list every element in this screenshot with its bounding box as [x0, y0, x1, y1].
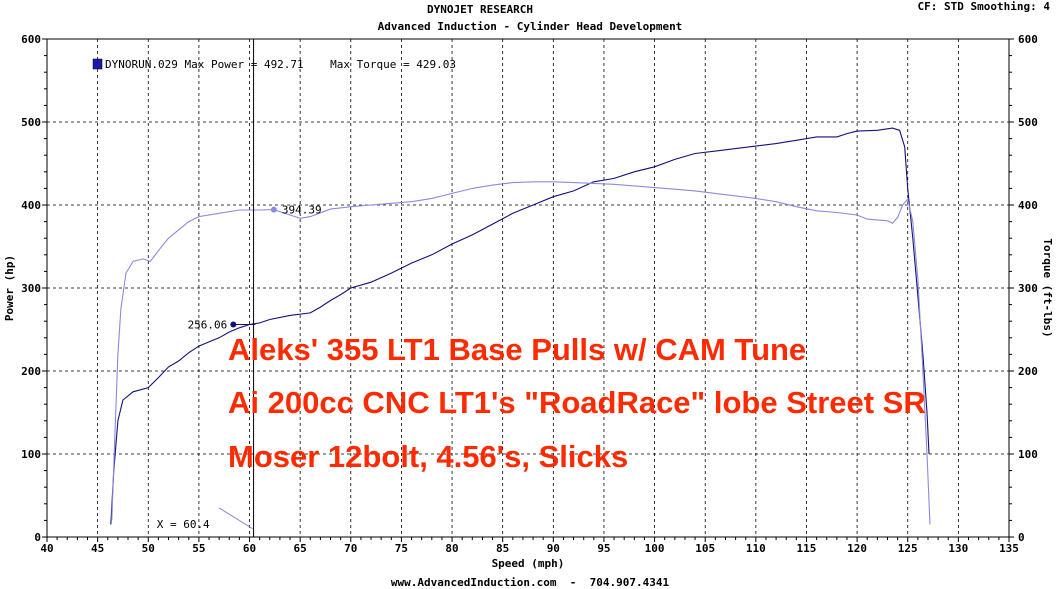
axis-ticks: 40 45 50 55 60 65 70 75 80 85 90 95 100 105 110 115 120 1… — [21, 33, 1038, 555]
y-tick-label-left: 400 — [21, 199, 41, 212]
overlay-line-3: Moser 12bolt, 4.56's, Slicks — [228, 439, 628, 474]
x-tick-label: 60 — [243, 542, 256, 555]
torque-curve — [111, 181, 931, 525]
legend-swatch — [92, 58, 103, 70]
y-axis-label-right: Torque (ft-lbs) — [1041, 238, 1054, 337]
y-tick-label-right: 500 — [1018, 116, 1038, 129]
y-tick-label-right: 0 — [1018, 531, 1025, 544]
power-marker-label: 256.06 — [188, 318, 228, 331]
chart-title: DYNOJET RESEARCH — [427, 3, 533, 16]
y-tick-label-right: 300 — [1018, 282, 1038, 295]
x-axis-label: Speed (mph) — [492, 557, 565, 570]
overlay-line-1: Aleks' 355 LT1 Base Pulls w/ CAM Tune — [228, 332, 806, 367]
y-axis-label-left: Power (hp) — [3, 255, 16, 321]
x-tick-label: 90 — [547, 542, 560, 555]
x-tick-label: 50 — [142, 542, 155, 555]
y-tick-label-left: 500 — [21, 116, 41, 129]
x-tick-label: 75 — [395, 542, 408, 555]
y-tick-label-left: 100 — [21, 448, 41, 461]
x-tick-label: 80 — [445, 542, 458, 555]
x-tick-label: 70 — [344, 542, 357, 555]
chart-subtitle: Advanced Induction - Cylinder Head Devel… — [378, 20, 683, 33]
cf-smoothing-label: CF: STD Smoothing: 4 — [918, 0, 1051, 13]
grid-lines — [47, 39, 1009, 537]
x-tick-label: 125 — [898, 542, 918, 555]
x-tick-label: 135 — [999, 542, 1019, 555]
torque-marker — [270, 206, 277, 213]
x-tick-label: 115 — [797, 542, 817, 555]
cursor-label: X = 60.4 — [157, 518, 210, 531]
x-tick-label: 65 — [294, 542, 307, 555]
x-tick-label: 120 — [847, 542, 867, 555]
y-tick-label-right: 400 — [1018, 199, 1038, 212]
y-tick-label-right: 200 — [1018, 365, 1038, 378]
power-marker — [230, 321, 237, 328]
x-tick-label: 110 — [746, 542, 766, 555]
series-group — [110, 127, 931, 525]
y-tick-label-left: 0 — [34, 531, 41, 544]
x-tick-label: 100 — [645, 542, 665, 555]
y-tick-label-left: 200 — [21, 365, 41, 378]
torque-marker-label: 394.39 — [282, 204, 322, 217]
legend-run-label: DYNORUN.029 Max Power = 492.71 Max Torqu… — [105, 58, 456, 71]
x-tick-label: 55 — [192, 542, 205, 555]
footer-text: www.AdvancedInduction.com - 704.907.4341 — [391, 576, 670, 589]
x-tick-label: 85 — [496, 542, 509, 555]
x-tick-label: 45 — [91, 542, 104, 555]
y-tick-label-right: 100 — [1018, 448, 1038, 461]
markers-group — [230, 206, 277, 328]
cursor-leader-line — [218, 507, 253, 530]
x-tick-label: 105 — [695, 542, 715, 555]
x-tick-label: 95 — [597, 542, 610, 555]
y-tick-label-left: 600 — [21, 33, 41, 46]
y-tick-label-left: 300 — [21, 282, 41, 295]
y-tick-label-right: 600 — [1018, 33, 1038, 46]
power-curve — [110, 127, 930, 525]
x-tick-label: 130 — [948, 542, 968, 555]
x-tick-label: 40 — [40, 542, 53, 555]
overlay-line-2: Ai 200cc CNC LT1's "RoadRace" lobe Stree… — [228, 385, 926, 420]
